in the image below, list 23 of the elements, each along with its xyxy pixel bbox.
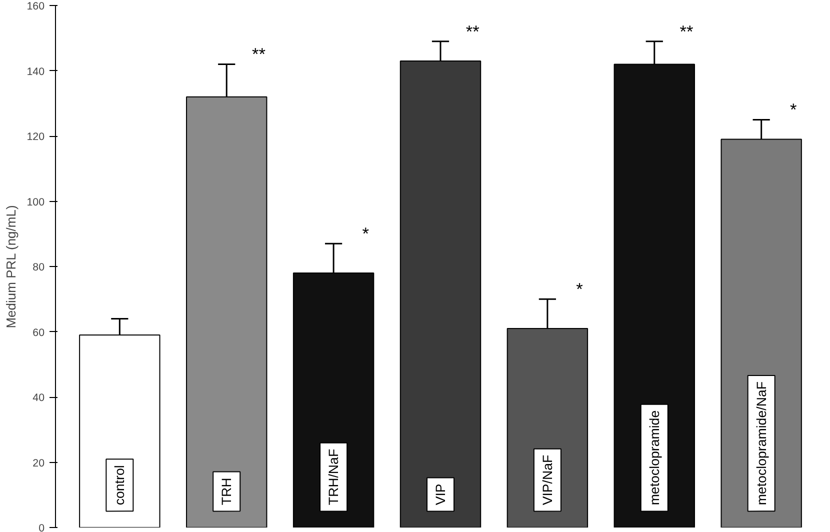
y-tick-label: 40 xyxy=(32,392,45,404)
annotation: * xyxy=(576,279,584,300)
x-tick-label: control xyxy=(112,465,128,506)
annotation: ** xyxy=(466,21,480,42)
annotation: * xyxy=(790,100,798,120)
y-tick-label: 120 xyxy=(26,131,45,143)
annotation: ** xyxy=(680,21,694,42)
y-tick-label: 80 xyxy=(32,262,45,274)
y-tick-label: 160 xyxy=(26,0,45,12)
x-tick-label: TRH xyxy=(219,478,234,506)
y-axis-title: Medium PRL (ng/mL) xyxy=(4,205,19,328)
y-tick-label: 60 xyxy=(32,326,45,339)
x-tick-label: metoclopramide xyxy=(646,410,662,506)
x-tick-label: metoclopramide/NaF xyxy=(754,381,769,506)
y-tick-label: 140 xyxy=(26,66,45,78)
x-tick-label: TRH/NaF xyxy=(326,448,342,506)
y-tick-label: 100 xyxy=(26,196,45,208)
y-tick-label: 0 xyxy=(38,522,45,532)
x-tick-label: VIP/NaF xyxy=(540,454,555,506)
annotation: * xyxy=(362,224,370,244)
annotation: ** xyxy=(252,44,266,64)
y-tick-label: 20 xyxy=(32,457,45,470)
x-tick-label: VIP xyxy=(433,484,448,506)
